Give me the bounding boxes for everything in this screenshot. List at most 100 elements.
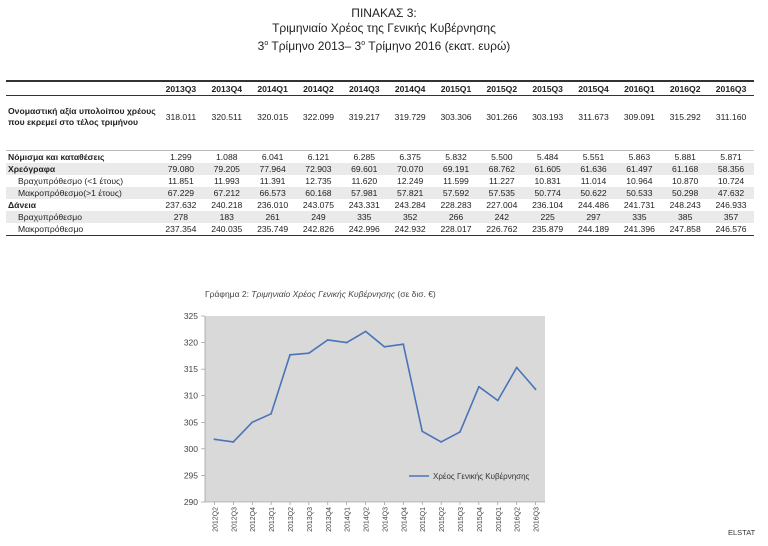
table-title: Τριμηνιαίο Χρέος της Γενικής Κυβέρνησης	[272, 21, 496, 35]
row-label: Νόμισμα και καταθέσεις	[8, 152, 105, 162]
table-cell: 240.035	[203, 223, 250, 236]
table-cell: 320.511	[211, 112, 242, 122]
table-cell: 297	[570, 211, 617, 223]
table-cell: 12.735	[305, 176, 332, 186]
row-label: Μακροπρόθεσμο	[6, 223, 158, 236]
table-row: Δάνεια 237.632 240.218 236.010 243.075 243.33…	[6, 199, 754, 211]
table-cell: 5.863	[628, 152, 651, 162]
table-cell: 58.356	[708, 163, 754, 175]
table-cell: 11.620	[351, 176, 378, 186]
table-subtitle: 3ο Τρίμηνο 2013– 3ο Τρίμηνο 2016 (εκατ. …	[257, 39, 511, 53]
x-tick-label: 2013Q4	[326, 507, 333, 532]
table-cell: 68.762	[478, 163, 525, 175]
table-row: Βραχυπρόθεσμο (<1 έτους) 11.851 11.993 11.3…	[6, 175, 754, 187]
legend-label: Χρέος Γενικής Κυβέρνησης	[433, 472, 530, 481]
debt-table: 2013Q3 2013Q4 2014Q1 2014Q2 2014Q3 2014Q4 2015…	[6, 80, 754, 236]
table-cell: 301.266	[486, 112, 518, 122]
table-cell: 318.011	[165, 112, 197, 122]
chart-caption: Γράφημα 2: Τριμηνιαίο Χρέος Γενικής Κυβέ…	[205, 289, 436, 299]
table-row: Ονομαστική αξία υπολοίπου χρέους που εκρ…	[6, 96, 754, 139]
data-point	[534, 388, 537, 391]
table-cell: 61.636	[570, 163, 617, 175]
x-tick-label: 2012Q4	[250, 507, 257, 532]
header-corner	[6, 80, 158, 96]
table-cell: 12.249	[396, 176, 424, 186]
table-cell: 79.205	[203, 163, 250, 175]
table-cell: 11.014	[580, 176, 607, 186]
table-cell: 322.099	[302, 112, 334, 122]
column-header: 2015Q2	[478, 80, 525, 96]
y-tick-label: 325	[184, 311, 198, 321]
spacer-row	[6, 138, 754, 151]
data-point	[421, 430, 424, 433]
table-cell: 385	[662, 211, 709, 223]
table-cell: 244.189	[570, 223, 617, 236]
data-point	[515, 366, 518, 369]
column-header: 2014Q1	[249, 80, 296, 96]
row-label: Βραχυπρόθεσμο	[6, 211, 158, 223]
y-tick-label: 315	[184, 364, 198, 374]
x-tick-label: 2012Q2	[212, 507, 219, 532]
table-cell: 315.292	[669, 112, 701, 122]
table-cell: 6.041	[261, 152, 284, 162]
column-header: 2014Q2	[295, 80, 342, 96]
y-tick-label: 310	[184, 391, 198, 401]
table-cell: 57.821	[387, 187, 434, 199]
table-cell: 320.015	[257, 112, 289, 122]
table-cell: 72.903	[295, 163, 342, 175]
table-cell: 61.497	[616, 163, 663, 175]
table-cell: 67.212	[203, 187, 250, 199]
y-tick-label: 305	[184, 417, 198, 427]
data-point	[477, 385, 480, 388]
x-tick-label: 2015Q3	[458, 507, 465, 532]
table-cell: 11.227	[489, 176, 515, 186]
table-cell: 66.573	[249, 187, 296, 199]
data-point	[383, 345, 386, 348]
table-cell: 11.391	[259, 176, 286, 186]
table-cell: 357	[708, 211, 754, 223]
data-point	[364, 330, 367, 333]
column-header: 2016Q3	[708, 80, 754, 96]
x-tick-label: 2015Q2	[439, 507, 446, 532]
data-point	[345, 341, 348, 344]
table-cell: 6.285	[353, 152, 376, 162]
table-cell: 309.091	[623, 112, 655, 122]
table-cell: 243.331	[348, 200, 380, 210]
table-cell: 50.298	[662, 187, 709, 199]
table-cell: 6.375	[399, 152, 421, 162]
column-header: 2015Q1	[433, 80, 479, 96]
table-cell: 225	[524, 211, 571, 223]
table-cell: 5.832	[445, 152, 467, 162]
table-cell: 311.160	[715, 112, 747, 122]
spacer-cell	[6, 138, 754, 151]
table-cell: 1.088	[216, 152, 238, 162]
table-cell: 236.104	[532, 200, 564, 210]
plot-area	[205, 316, 545, 502]
x-tick-label: 2015Q4	[477, 507, 484, 532]
table-cell: 10.870	[672, 176, 699, 186]
table-cell: 61.168	[662, 163, 709, 175]
table-cell: 243.075	[302, 200, 334, 210]
table-cell: 242	[478, 211, 525, 223]
table-cell: 10.964	[626, 176, 653, 186]
table-cell: 227.004	[486, 200, 518, 210]
series-line	[214, 330, 537, 443]
table-cell: 240.218	[211, 200, 243, 210]
data-point	[232, 441, 235, 443]
row-label: Χρεόγραφα	[6, 163, 158, 175]
x-tick-label: 2014Q4	[401, 507, 408, 532]
table-cell: 50.533	[616, 187, 663, 199]
table-cell: 248.243	[669, 200, 701, 210]
table-cell: 261	[249, 211, 296, 223]
table-cell: 6.121	[307, 152, 330, 162]
table-cell: 5.551	[582, 152, 605, 162]
title-block: ΠΙΝΑΚΑΣ 3: Τριμηνιαίο Χρέος της Γενικής …	[0, 6, 768, 54]
table-cell: 352	[387, 211, 434, 223]
data-point	[496, 399, 499, 402]
table-cell: 242.826	[295, 223, 342, 236]
table-cell: 266	[433, 211, 479, 223]
table-cell: 11.993	[213, 176, 240, 186]
x-tick-label: 2013Q2	[288, 507, 295, 532]
table-cell: 237.632	[165, 200, 197, 210]
